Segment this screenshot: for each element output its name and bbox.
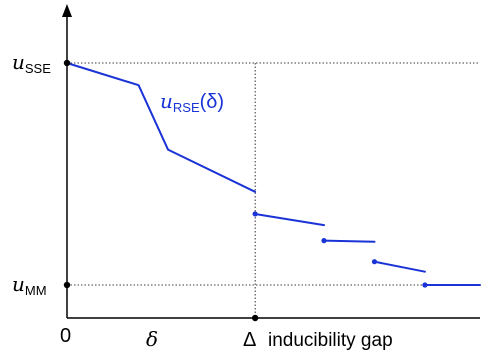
segment-start-point — [371, 259, 378, 265]
segment-start-point — [422, 282, 428, 288]
series-segment — [323, 239, 376, 243]
series-segment — [254, 213, 325, 227]
y-tick-point — [63, 281, 71, 289]
segment-start-point — [321, 238, 327, 244]
y-tick-label: uMM — [12, 272, 47, 298]
series-segment — [66, 62, 257, 193]
x-tick-label-zero: 0 — [60, 325, 71, 347]
series-segment — [373, 260, 426, 273]
series-label: uRSE(δ) — [160, 89, 224, 115]
x-tick-label-delta: Δ — [243, 329, 256, 351]
y-tick-point — [63, 59, 71, 67]
x-tick-label-delta-small: δ — [146, 327, 158, 351]
y-axis-arrow-icon — [62, 4, 72, 17]
y-tick-label: uSSE — [12, 50, 51, 76]
segment-start-point — [252, 211, 258, 217]
x-tick-label-gap: inducibility gap — [268, 330, 393, 351]
x-tick-point-delta — [251, 314, 259, 322]
